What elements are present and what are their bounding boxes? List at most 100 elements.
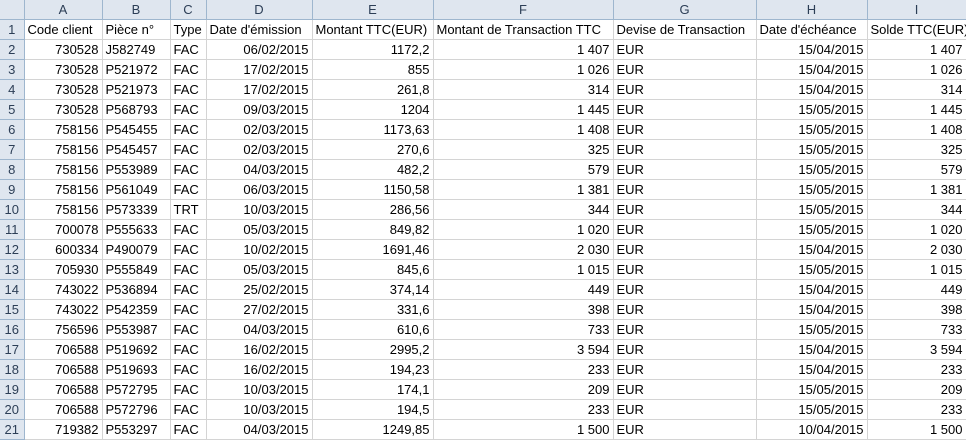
cell[interactable]: P573339 [102, 199, 171, 220]
cell[interactable]: P519693 [102, 359, 171, 380]
column-header-f[interactable]: F [433, 0, 614, 20]
cell[interactable]: P536894 [102, 279, 171, 300]
row-header[interactable]: 12 [0, 239, 25, 260]
cell[interactable]: 233 [433, 359, 614, 380]
cell[interactable]: 1204 [312, 99, 434, 120]
cell[interactable]: 10/04/2015 [756, 419, 868, 440]
cell[interactable]: EUR [613, 179, 757, 200]
cell[interactable]: 1 445 [433, 99, 614, 120]
column-header-h[interactable]: H [756, 0, 868, 20]
cell[interactable]: FAC [170, 299, 207, 320]
cell[interactable]: 02/03/2015 [206, 139, 313, 160]
cell[interactable]: 174,1 [312, 379, 434, 400]
cell[interactable]: 06/02/2015 [206, 39, 313, 60]
cell[interactable]: P553297 [102, 419, 171, 440]
cell[interactable]: 374,14 [312, 279, 434, 300]
cell[interactable]: 2 030 [867, 239, 966, 260]
cell[interactable]: EUR [613, 99, 757, 120]
cell[interactable]: 15/05/2015 [756, 139, 868, 160]
cell[interactable]: 233 [867, 359, 966, 380]
cell[interactable]: P490079 [102, 239, 171, 260]
cell[interactable]: 06/03/2015 [206, 179, 313, 200]
row-header[interactable]: 5 [0, 99, 25, 120]
cell[interactable]: 849,82 [312, 219, 434, 240]
cell[interactable]: FAC [170, 239, 207, 260]
cell[interactable]: 705930 [24, 259, 103, 280]
cell[interactable]: 743022 [24, 299, 103, 320]
cell[interactable]: 27/02/2015 [206, 299, 313, 320]
cell[interactable]: 758156 [24, 179, 103, 200]
row-header[interactable]: 4 [0, 79, 25, 100]
cell[interactable]: 15/04/2015 [756, 359, 868, 380]
cell[interactable]: Type [170, 19, 207, 40]
row-header[interactable]: 21 [0, 419, 25, 440]
cell[interactable]: EUR [613, 219, 757, 240]
row-header[interactable]: 19 [0, 379, 25, 400]
cell[interactable]: 1 381 [867, 179, 966, 200]
cell[interactable]: 261,8 [312, 79, 434, 100]
cell[interactable]: 04/03/2015 [206, 419, 313, 440]
cell[interactable]: P521972 [102, 59, 171, 80]
row-header[interactable]: 11 [0, 219, 25, 240]
cell[interactable]: 700078 [24, 219, 103, 240]
cell[interactable]: 756596 [24, 319, 103, 340]
cell[interactable]: 1 020 [867, 219, 966, 240]
cell[interactable]: 325 [433, 139, 614, 160]
cell[interactable]: 209 [867, 379, 966, 400]
cell[interactable]: 1 015 [433, 259, 614, 280]
cell[interactable]: 10/03/2015 [206, 399, 313, 420]
cell[interactable]: FAC [170, 279, 207, 300]
cell[interactable]: 15/04/2015 [756, 239, 868, 260]
cell[interactable]: FAC [170, 59, 207, 80]
cell[interactable]: 15/04/2015 [756, 59, 868, 80]
cell[interactable]: 15/05/2015 [756, 179, 868, 200]
cell[interactable]: EUR [613, 419, 757, 440]
cell[interactable]: 1 020 [433, 219, 614, 240]
cell[interactable]: EUR [613, 159, 757, 180]
cell[interactable]: FAC [170, 159, 207, 180]
cell[interactable]: 15/04/2015 [756, 339, 868, 360]
cell[interactable]: 719382 [24, 419, 103, 440]
cell[interactable]: EUR [613, 59, 757, 80]
cell[interactable]: Montant TTC(EUR) [312, 19, 434, 40]
cell[interactable]: Solde TTC(EUR) [867, 19, 966, 40]
cell[interactable]: FAC [170, 39, 207, 60]
cell[interactable]: 2 030 [433, 239, 614, 260]
row-header[interactable]: 10 [0, 199, 25, 220]
cell[interactable]: 1 407 [433, 39, 614, 60]
cell[interactable]: 758156 [24, 119, 103, 140]
row-header[interactable]: 6 [0, 119, 25, 140]
cell[interactable]: Montant de Transaction TTC [433, 19, 614, 40]
cell[interactable]: 610,6 [312, 319, 434, 340]
cell[interactable]: P572796 [102, 399, 171, 420]
cell[interactable]: EUR [613, 379, 757, 400]
cell[interactable]: FAC [170, 379, 207, 400]
cell[interactable]: 25/02/2015 [206, 279, 313, 300]
cell[interactable]: 15/05/2015 [756, 219, 868, 240]
cell[interactable]: 15/04/2015 [756, 299, 868, 320]
cell[interactable]: EUR [613, 359, 757, 380]
cell[interactable]: 325 [867, 139, 966, 160]
cell[interactable]: 344 [867, 199, 966, 220]
cell[interactable]: FAC [170, 319, 207, 340]
cell[interactable]: 270,6 [312, 139, 434, 160]
cell[interactable]: 15/04/2015 [756, 79, 868, 100]
cell[interactable]: 730528 [24, 59, 103, 80]
column-header-c[interactable]: C [170, 0, 207, 20]
cell[interactable]: 3 594 [433, 339, 614, 360]
cell[interactable]: 02/03/2015 [206, 119, 313, 140]
cell[interactable]: 16/02/2015 [206, 359, 313, 380]
cell[interactable]: 758156 [24, 199, 103, 220]
cell[interactable]: 194,5 [312, 399, 434, 420]
cell[interactable]: 04/03/2015 [206, 319, 313, 340]
cell[interactable]: 15/05/2015 [756, 319, 868, 340]
cell[interactable]: 706588 [24, 359, 103, 380]
cell[interactable]: 845,6 [312, 259, 434, 280]
cell[interactable]: 1691,46 [312, 239, 434, 260]
row-header[interactable]: 20 [0, 399, 25, 420]
cell[interactable]: 10/02/2015 [206, 239, 313, 260]
cell[interactable]: EUR [613, 279, 757, 300]
cell[interactable]: 09/03/2015 [206, 99, 313, 120]
cell[interactable]: P568793 [102, 99, 171, 120]
cell[interactable]: 1 015 [867, 259, 966, 280]
